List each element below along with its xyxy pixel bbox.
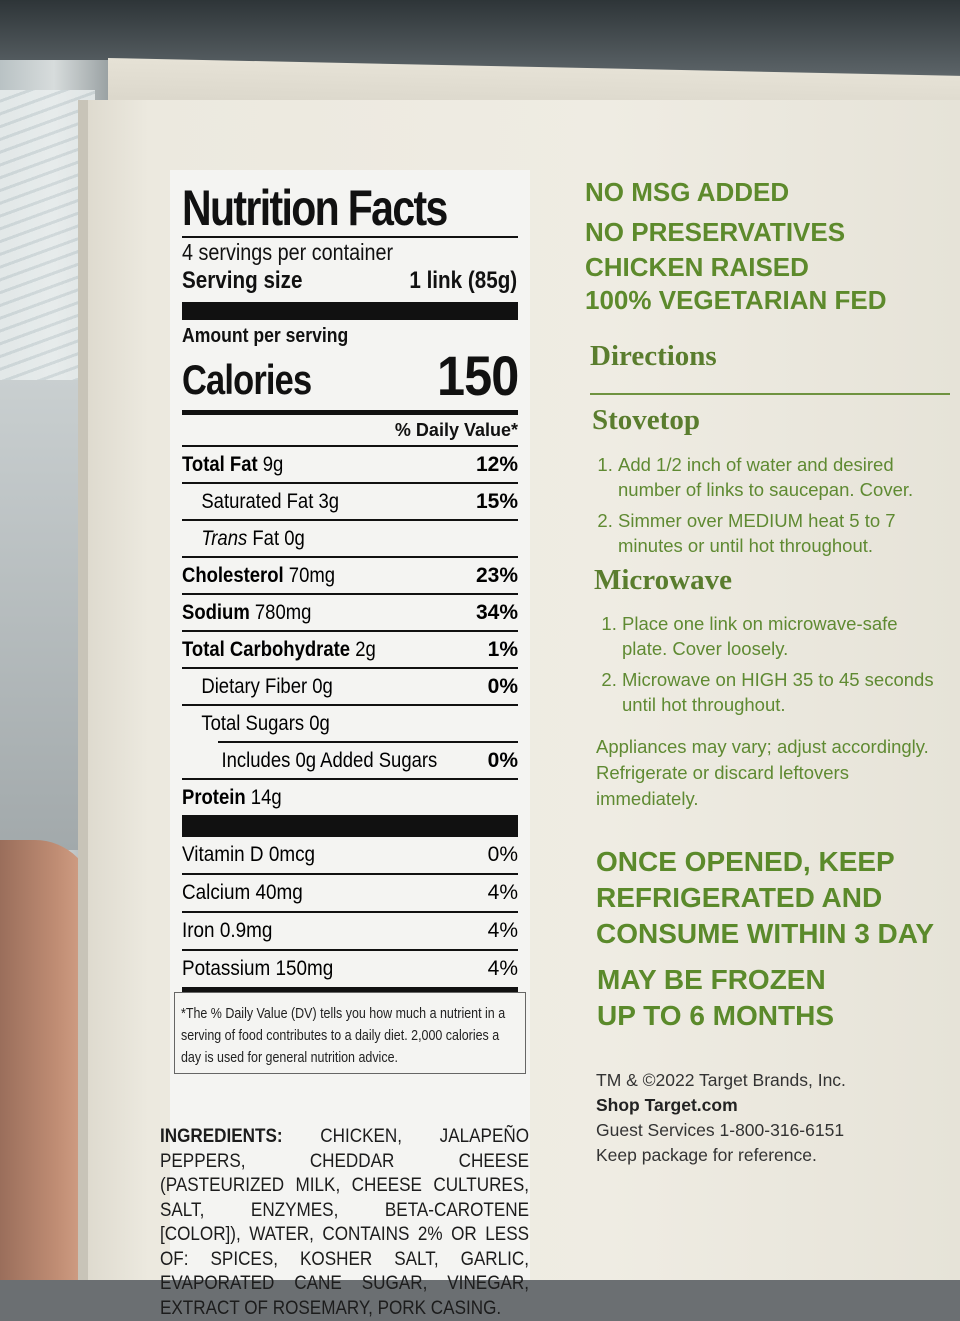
freezer-line: MAY BE FROZEN [597, 964, 826, 995]
nutrient-amount: 70mg [288, 564, 336, 587]
nutrient-dv: 0% [487, 675, 518, 698]
divider-medium [182, 410, 518, 415]
nutrient-label: Total Fat [182, 453, 258, 476]
nutrient-label: Saturated Fat [201, 490, 314, 513]
nutrient-label: Trans [201, 527, 248, 550]
nutrient-amount: 9g [262, 453, 284, 476]
vitamin-row: Calcium 40mg 4% [182, 873, 518, 911]
nutrition-facts-panel: Nutrition Facts 4 servings per container… [170, 170, 530, 1280]
nutrient-label: Total Carbohydrate [182, 638, 351, 661]
stovetop-steps: Add 1/2 inch of water and desired number… [592, 452, 952, 564]
vitamin-dv: 4% [487, 919, 518, 942]
vitamin-label: Potassium 150mg [182, 957, 334, 980]
nutrient-dv: 15% [475, 490, 518, 513]
claim-no-preservatives: NO PRESERVATIVES [585, 217, 846, 247]
vitamin-label: Calcium 40mg [182, 881, 303, 904]
ingredients: INGREDIENTS: CHICKEN, JALAPEÑO PEPPERS, … [160, 1125, 529, 1321]
storage-line: ONCE OPENED, KEEP [596, 846, 895, 877]
serving-size-label: Serving size [182, 267, 303, 294]
guest-services-text: Guest Services 1-800-316-6151 [596, 1120, 845, 1140]
vitamin-dv: 4% [487, 957, 518, 980]
directions-divider [590, 393, 950, 395]
calories-label: Calories [182, 356, 312, 403]
divider [182, 236, 518, 238]
nutrient-amount: Fat 0g [252, 527, 305, 550]
vitamin-dv: 0% [487, 843, 518, 866]
microwave-step: Microwave on HIGH 35 to 45 seconds until… [622, 667, 946, 717]
serving-size-value: 1 link (85g) [409, 267, 518, 294]
claim-vegetarian-fed: 100% VEGETARIAN FED [585, 285, 887, 315]
nutrient-row-sodium: Sodium 780mg 34% [182, 593, 518, 630]
vitamin-label: Vitamin D 0mcg [182, 843, 316, 866]
box-edge [78, 100, 88, 1280]
daily-value-footnote: *The % Daily Value (DV) tells you how mu… [181, 1006, 506, 1066]
stovetop-title: Stovetop [592, 404, 700, 436]
nutrient-row-total-carbohydrate: Total Carbohydrate 2g 1% [182, 630, 518, 667]
freezer-line: UP TO 6 MONTHS [597, 1000, 835, 1031]
microwave-title: Microwave [594, 564, 732, 596]
divider-thick [182, 815, 518, 837]
product-claims: NO MSG ADDED NO PRESERVATIVES CHICKEN RA… [585, 172, 886, 318]
appliance-note: Appliances may vary; adjust accordingly.… [596, 736, 929, 809]
keep-package-text: Keep package for reference. [596, 1145, 817, 1165]
nutrient-row-trans-fat: Trans Fat 0g [182, 519, 518, 556]
nutrient-label: Cholesterol [182, 564, 284, 587]
daily-value-header: % Daily Value* [394, 420, 518, 440]
vitamin-dv: 4% [487, 881, 518, 904]
ingredients-text: CHICKEN, JALAPEÑO PEPPERS, CHEDDAR CHEES… [160, 1126, 530, 1319]
divider-thick [182, 302, 518, 320]
vitamin-row: Iron 0.9mg 4% [182, 911, 518, 949]
amount-per-serving: Amount per serving [182, 325, 349, 347]
nutrient-label: Total Sugars 0g [201, 712, 330, 735]
servings-per-container: 4 servings per container [182, 239, 394, 265]
nutrient-label: Includes 0g Added Sugars [221, 749, 438, 772]
storage-warning: ONCE OPENED, KEEP REFRIGERATED AND CONSU… [596, 844, 934, 952]
nutrient-dv: 12% [475, 453, 518, 476]
calories-value: 150 [436, 344, 519, 407]
vitamin-row: Vitamin D 0mcg 0% [182, 837, 518, 873]
background-paper-lower [0, 380, 85, 850]
divider-medium [182, 987, 518, 992]
nutrient-label: Sodium [182, 601, 250, 624]
website-text: Shop Target.com [596, 1095, 738, 1115]
nutrient-row-total-sugars: Total Sugars 0g [182, 704, 518, 741]
vitamin-row: Potassium 150mg 4% [182, 949, 518, 987]
ingredients-label: INGREDIENTS: [160, 1126, 283, 1147]
nutrient-row-saturated-fat: Saturated Fat 3g 15% [182, 482, 518, 519]
nutrition-title: Nutrition Facts [182, 180, 448, 236]
nutrient-dv: 0% [487, 749, 518, 772]
microwave-steps: Place one link on microwave-safe plate. … [596, 611, 946, 723]
nutrient-row-dietary-fiber: Dietary Fiber 0g 0% [182, 667, 518, 704]
storage-line: REFRIGERATED AND [596, 882, 883, 913]
nutrient-row-total-fat: Total Fat 9g 12% [182, 445, 518, 482]
legal-info: TM & ©2022 Target Brands, Inc. Shop Targ… [596, 1068, 846, 1168]
stovetop-step: Add 1/2 inch of water and desired number… [618, 452, 952, 502]
nutrient-dv: 1% [487, 638, 518, 661]
freezer-note: MAY BE FROZEN UP TO 6 MONTHS [597, 962, 834, 1034]
serving-size: Serving size 1 link (85g) [182, 266, 517, 296]
calories-row: Calories 150 [182, 344, 519, 407]
storage-line: CONSUME WITHIN 3 DAY [596, 918, 935, 949]
stovetop-step: Simmer over MEDIUM heat 5 to 7 minutes o… [618, 508, 952, 558]
nutrient-dv: 23% [475, 564, 518, 587]
nutrient-label: Dietary Fiber 0g [201, 675, 333, 698]
nutrient-amount: 3g [318, 490, 340, 513]
microwave-step: Place one link on microwave-safe plate. … [622, 611, 946, 661]
nutrient-dv: 34% [475, 601, 518, 624]
directions-title: Directions [590, 340, 717, 372]
claim-no-msg: NO MSG ADDED [585, 177, 790, 207]
claim-chicken-raised: CHICKEN RAISED [585, 252, 809, 282]
nutrient-row-added-sugars: Includes 0g Added Sugars 0% [218, 741, 518, 778]
trademark-text: TM & ©2022 Target Brands, Inc. [596, 1070, 846, 1090]
nutrient-row-protein: Protein 14g [182, 778, 518, 815]
nutrient-amount: 780mg [254, 601, 312, 624]
nutrient-amount: 2g [355, 638, 376, 661]
vitamin-label: Iron 0.9mg [182, 919, 273, 942]
nutrient-row-cholesterol: Cholesterol 70mg 23% [182, 556, 518, 593]
footnote-box: *The % Daily Value (DV) tells you how mu… [174, 992, 526, 1074]
nutrient-amount: 14g [250, 786, 282, 809]
nutrient-label: Protein [182, 786, 246, 809]
